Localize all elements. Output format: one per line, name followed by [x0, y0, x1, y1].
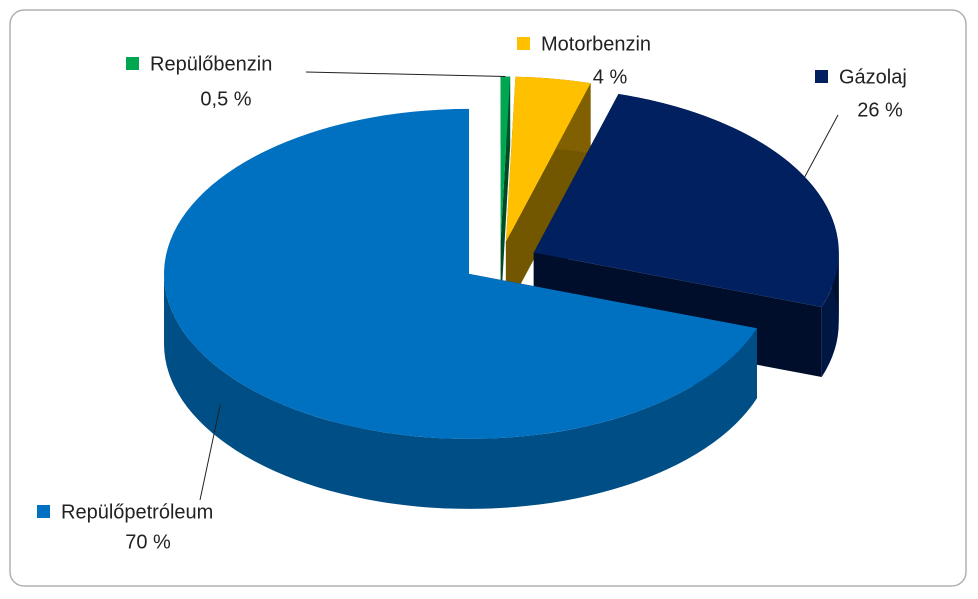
- legend-label: Repülőpetróleum: [61, 501, 213, 523]
- legend-marker: [517, 37, 530, 50]
- data-label: 70 %: [125, 531, 171, 553]
- slice-top: [533, 94, 839, 307]
- legend-marker: [815, 70, 828, 83]
- leader-line: [305, 71, 506, 77]
- slice-top: [500, 76, 511, 242]
- data-label: 4 %: [593, 66, 628, 88]
- leader-line: [199, 404, 221, 501]
- slice-top: [164, 108, 757, 439]
- pie-tops: [164, 76, 839, 439]
- legend-marker: [126, 57, 139, 70]
- labels: Repülőbenzin 0,5 % Motorbenzin 4 % Gázolaj 26…: [37, 33, 907, 553]
- legend-label: Motorbenzin: [541, 33, 651, 55]
- slice-top: [505, 76, 591, 242]
- legend-label: Gázolaj: [839, 66, 907, 88]
- data-label: 0,5 %: [200, 88, 251, 110]
- legend-marker: [37, 505, 50, 518]
- slice-wall: [164, 273, 757, 509]
- data-label: 26 %: [857, 99, 903, 121]
- leader-line: [804, 114, 839, 178]
- legend-label: Repülőbenzin: [150, 53, 272, 75]
